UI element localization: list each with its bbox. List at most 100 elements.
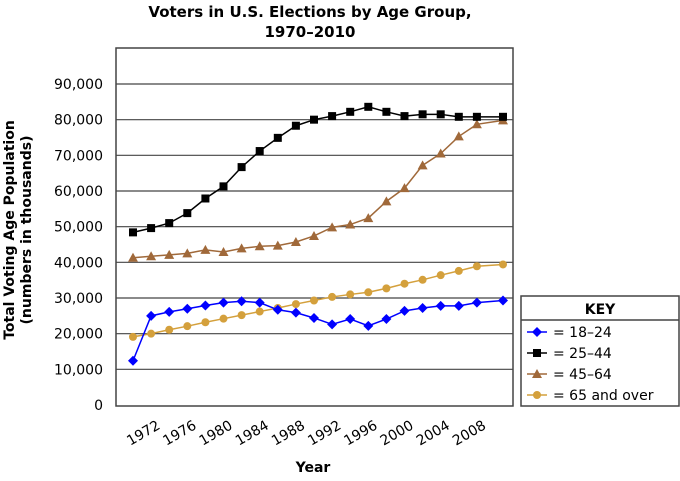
data-point (218, 246, 229, 256)
data-point (364, 102, 373, 111)
data-point (272, 240, 283, 250)
series-line (132, 119, 504, 259)
data-point (255, 147, 264, 156)
data-point (363, 213, 374, 223)
y-tick-label: 40,000 (54, 255, 103, 271)
data-point (182, 303, 193, 314)
data-point (164, 249, 175, 259)
y-tick-label: 60,000 (54, 184, 103, 200)
data-point (418, 275, 427, 284)
y-tick-label: 50,000 (54, 220, 103, 236)
data-point (291, 300, 300, 309)
data-point (400, 279, 409, 288)
y-tick-label: 0 (94, 398, 103, 414)
data-point (346, 107, 355, 116)
data-point (345, 314, 356, 325)
legend-marker (533, 391, 541, 399)
y-tick-label: 20,000 (54, 327, 103, 343)
data-point (310, 115, 318, 124)
legend-label: = 65 and over (553, 388, 654, 404)
data-point (182, 248, 193, 258)
x-axis-label: Year (295, 460, 331, 476)
data-point (183, 322, 192, 331)
data-point (498, 295, 508, 306)
x-tick-label: 1992 (305, 418, 344, 450)
x-tick-label: 1972 (124, 418, 163, 450)
x-tick-label: 2008 (450, 418, 489, 450)
data-point (272, 304, 283, 315)
series-3 (129, 260, 507, 341)
plot-frame (115, 47, 514, 407)
data-point (183, 209, 192, 218)
data-point (290, 237, 301, 247)
series-0 (128, 295, 508, 366)
data-point (164, 306, 175, 317)
data-point (345, 219, 356, 229)
data-point (237, 163, 246, 172)
data-point (327, 319, 338, 330)
data-point (472, 262, 481, 271)
data-point (417, 160, 428, 170)
y-axis-label-line-2: (numbers in thousands) (19, 136, 35, 325)
data-point (128, 355, 138, 366)
data-point (165, 325, 174, 334)
data-point (454, 266, 463, 275)
legend: KEY = 18–24 = 25–44 = 45–64 = 65 and over (520, 295, 680, 407)
data-point (471, 119, 482, 129)
data-point (453, 300, 464, 311)
data-point (453, 131, 464, 141)
legend-item: = 18–24 (527, 325, 612, 341)
data-point (254, 297, 265, 308)
data-point (499, 112, 507, 121)
data-point (218, 297, 229, 308)
legend-marker (532, 369, 542, 378)
data-point (364, 288, 373, 297)
data-point (201, 194, 210, 203)
data-point (200, 244, 211, 254)
data-point (435, 300, 446, 311)
y-tick-label: 70,000 (54, 148, 103, 164)
data-point (328, 112, 337, 121)
data-point (147, 224, 156, 233)
data-point (129, 332, 137, 341)
data-point (165, 219, 174, 228)
y-tick-label: 10,000 (54, 362, 103, 378)
legend-item: = 25–44 (527, 346, 612, 362)
chart-title-line-1: Voters in U.S. Elections by Age Group, (148, 3, 471, 21)
data-point (309, 230, 319, 240)
data-point (435, 148, 446, 158)
x-tick-label: 1988 (269, 418, 308, 450)
data-point (147, 329, 156, 338)
data-point (201, 318, 210, 327)
x-tick-label: 1984 (233, 418, 272, 450)
data-point (310, 296, 318, 305)
x-tick-label: 2004 (414, 418, 453, 450)
data-point (399, 305, 410, 316)
legend-marker (532, 327, 542, 337)
data-point (399, 183, 410, 193)
data-point (381, 196, 392, 206)
data-point (327, 222, 338, 232)
data-point (418, 110, 427, 119)
y-tick-label: 30,000 (54, 291, 103, 307)
legend-item: = 65 and over (527, 388, 654, 404)
data-point (381, 314, 392, 325)
data-point (146, 310, 157, 321)
data-point (219, 314, 228, 323)
data-point (328, 292, 337, 301)
data-point (237, 311, 246, 320)
data-point (400, 112, 409, 121)
legend-label: = 25–44 (553, 346, 612, 362)
data-point (309, 312, 319, 323)
data-point (200, 300, 211, 311)
data-point (146, 251, 157, 261)
data-point (128, 252, 138, 262)
legend-title: KEY (585, 302, 616, 318)
data-point (236, 296, 247, 307)
x-tick-label: 1976 (160, 418, 199, 450)
x-tick-label: 2000 (378, 418, 417, 450)
chart-title-line-2: 1970–2010 (265, 23, 356, 41)
data-point (291, 121, 300, 130)
legend-item: = 45–64 (527, 367, 612, 383)
